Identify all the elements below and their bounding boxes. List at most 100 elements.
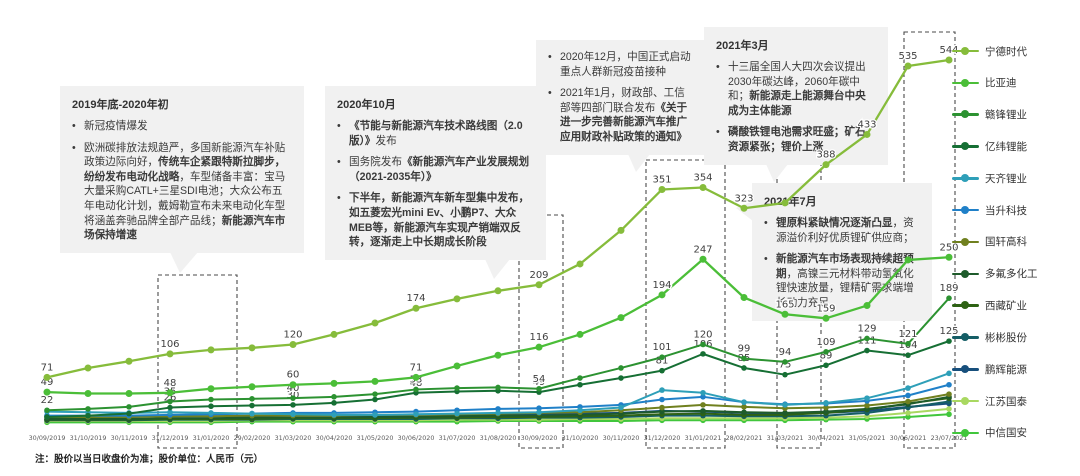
data-point — [659, 387, 665, 393]
bullet-text-segment: 2020年12月，中国正式启动重点人群新冠疫苗接种 — [560, 51, 691, 78]
legend-label: 中信国安 — [985, 427, 1027, 440]
data-point — [536, 405, 542, 412]
x-axis-label: 31/12/2020 — [644, 434, 681, 442]
data-point — [536, 385, 542, 392]
bullet-text-segment: 欧洲碳排放法规趋严，多国新能源汽车补贴政策边际向好， — [84, 141, 286, 169]
x-axis-label: 31/01/2020 — [193, 434, 230, 442]
data-point — [372, 391, 378, 397]
x-axis-label: 30/06/2020 — [398, 434, 435, 442]
data-point — [617, 314, 625, 322]
data-point — [822, 161, 830, 169]
data-point — [372, 412, 378, 418]
bullet-marker: • — [548, 87, 552, 100]
data-point — [864, 347, 870, 354]
x-axis-label: 30/04/2021 — [808, 434, 845, 442]
legend-dot-icon — [961, 396, 969, 405]
data-point — [823, 400, 829, 406]
bullet-marker: • — [716, 126, 720, 139]
callout-title: 2019年底-2020年初 — [72, 99, 169, 111]
legend-label: 国轩高科 — [985, 236, 1027, 249]
bullet-marker: • — [72, 120, 76, 132]
legend-label: 赣锋锂业 — [985, 109, 1027, 122]
callout-bullet: • 新能源汽车市场表现持续超预期，高镍三元材料带动氢氧化锂快速放量，锂精矿需求端增… — [764, 252, 920, 310]
data-point — [700, 341, 706, 348]
data-label: 22 — [41, 395, 54, 406]
legend-line-swatch — [952, 78, 979, 87]
legend-line-swatch — [952, 428, 979, 437]
data-point — [494, 287, 502, 295]
legend-dot-icon — [961, 142, 969, 151]
event-callout-2020-12: • 2020年12月，中国正式启动重点人群新冠疫苗接种 • 2021年1月，财政部、工… — [536, 40, 706, 172]
x-axis-label: 31/12/2019 — [152, 434, 189, 442]
data-label: 60 — [287, 370, 300, 381]
data-label: 209 — [529, 270, 548, 281]
data-label: 189 — [939, 283, 958, 294]
legend-item: 彬彬股份 — [952, 330, 1077, 344]
bullet-text-segment: 新冠疫情爆发 — [84, 120, 148, 132]
legend-dot-icon — [961, 174, 969, 183]
data-point — [699, 183, 707, 191]
legend-line-swatch — [952, 205, 979, 214]
data-point — [453, 295, 461, 303]
bullet-text-segment: 《新能源汽车产业发展规划（2021-2035年）》 — [349, 156, 530, 183]
data-point — [330, 330, 338, 338]
bullet-marker: • — [72, 141, 76, 154]
bullet-text: 2021年1月，财政部、工信部等四部门联合发布《关于进一步完善新能源汽车推广应用… — [560, 86, 694, 144]
data-point — [331, 394, 337, 400]
data-label: 99 — [738, 344, 751, 355]
data-point — [741, 399, 747, 405]
data-point — [741, 365, 747, 371]
data-point — [741, 355, 747, 362]
data-point — [618, 365, 624, 371]
data-point — [289, 381, 297, 389]
data-point — [659, 367, 665, 374]
footnote: 注：股价以当日收盘价为准；股价单位：人民币（元） — [35, 454, 264, 465]
data-point — [577, 375, 583, 381]
data-point — [618, 375, 624, 381]
legend-label: 比亚迪 — [985, 77, 1017, 90]
legend-item: 比亚迪 — [952, 76, 1077, 90]
data-point — [494, 351, 502, 359]
data-point — [782, 402, 788, 408]
data-label: 535 — [898, 51, 917, 62]
bullet-text-segment: 发布 — [375, 134, 397, 147]
data-point — [576, 260, 584, 268]
event-callout-2021-07: 2021年7月 • 锂原料紧缺情况逐渐凸显，资源溢价利好优质锂矿供应商； • 新能源汽… — [736, 183, 932, 321]
x-axis-label: 28/02/2021 — [726, 434, 763, 442]
bullet-marker: • — [764, 217, 768, 229]
data-point — [782, 359, 788, 365]
legend-item: 中信国安 — [952, 426, 1077, 440]
data-label: 71 — [410, 362, 423, 373]
data-label: 48 — [164, 378, 177, 389]
chart-legend: 宁德时代 比亚迪 赣锋锂业 亿纬锂能 天齐锂业 当升科技 国轩高科 多氟多化工 西藏矿业 彬彬股份… — [952, 44, 1077, 440]
callout-bullets: • 新冠疫情爆发 • 欧洲碳排放法规趋严，多国新能源汽车补贴政策边际向好，传统车企紧跟… — [72, 119, 292, 243]
data-point — [207, 346, 215, 354]
legend-dot-icon — [961, 78, 969, 87]
bullet-marker: • — [716, 61, 720, 73]
data-point — [167, 398, 173, 405]
data-label: 125 — [939, 326, 958, 337]
bullet-marker: • — [337, 120, 341, 132]
data-point — [576, 330, 584, 338]
legend-dot-icon — [961, 301, 969, 310]
bullet-text-segment: 十三届全国人大四次会议提出2030年碳达峰，2060年碳中和； — [728, 61, 866, 103]
legend-line-swatch — [952, 142, 979, 151]
data-point — [495, 406, 501, 412]
legend-item: 江苏国泰 — [952, 394, 1077, 408]
data-point — [782, 371, 788, 378]
x-axis-label: 30/11/2019 — [111, 434, 148, 442]
legend-label: 鹏辉能源 — [985, 363, 1027, 376]
data-point — [658, 291, 666, 299]
legend-dot-icon — [961, 237, 969, 246]
data-point — [823, 404, 829, 411]
callout-title: 2020年10月 — [337, 99, 396, 111]
series-line — [46, 256, 950, 395]
callout-bullet: • 锂原料紧缺情况逐渐凸显，资源溢价利好优质锂矿供应商； — [764, 216, 920, 245]
legend-line-swatch — [952, 365, 979, 374]
data-point — [453, 362, 461, 370]
data-point — [289, 340, 297, 348]
data-point — [904, 256, 912, 264]
data-label: 544 — [939, 45, 958, 56]
data-point — [659, 404, 665, 411]
